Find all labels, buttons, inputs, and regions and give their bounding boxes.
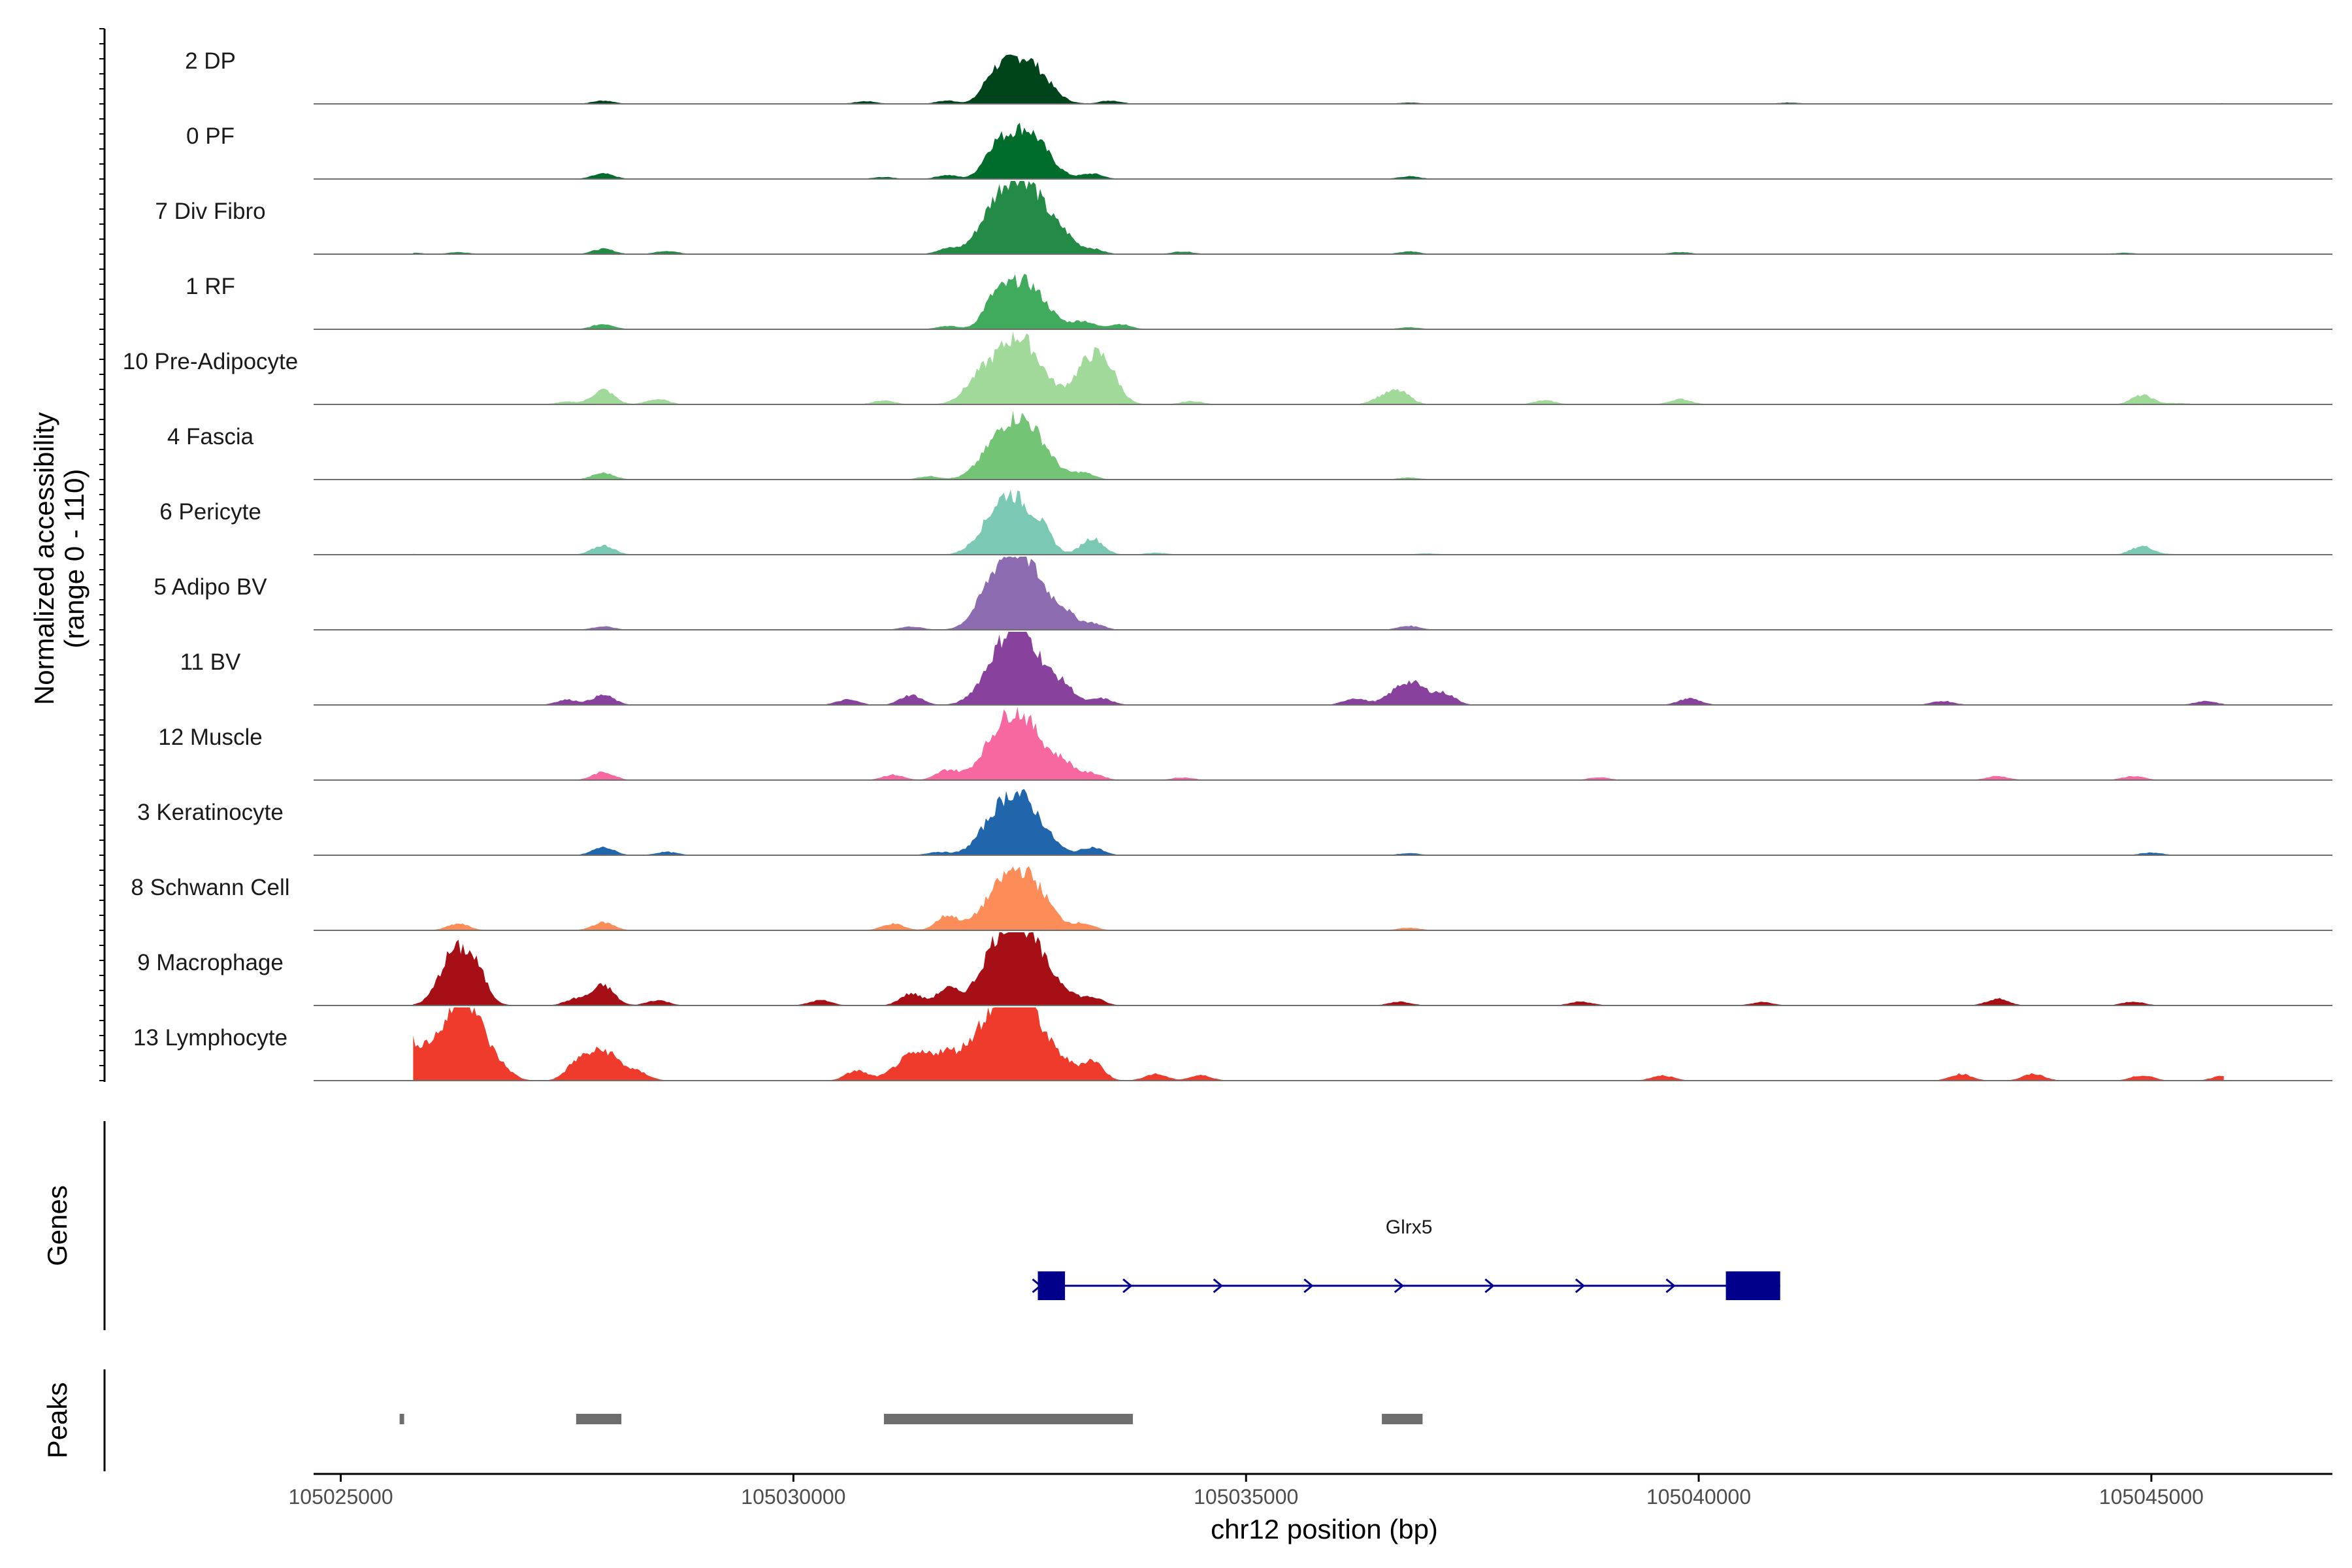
peaks-panel: Peaks (42, 1369, 1423, 1471)
coverage-area (413, 707, 2224, 780)
track-10-pre-adipocyte: 10 Pre-Adipocyte (123, 331, 2332, 405)
track-7-div-fibro: 7 Div Fibro (155, 181, 2332, 255)
track-label: 7 Div Fibro (155, 199, 265, 224)
track-label: 8 Schwann Cell (131, 875, 289, 900)
coverage-area (413, 410, 2224, 480)
y-axis-title-line1: Normalized accessibility (29, 412, 59, 705)
track-4-fascia: 4 Fascia (167, 410, 2332, 480)
coverage-area (413, 557, 2224, 630)
coverage-area (413, 1007, 2224, 1081)
coverage-area (413, 54, 2224, 104)
strand-arrow (1575, 1278, 1586, 1294)
coverage-tracks: 2 DP 0 PF 7 Div Fibro 1 RF 10 Pre-Adipocyte 4… (123, 48, 2332, 1081)
gene-glrx5: Glrx5 (1032, 1217, 1780, 1300)
exon (1037, 1271, 1066, 1300)
track-5-adipo-bv: 5 Adipo BV (154, 557, 2332, 630)
coverage-y-axis (99, 28, 106, 1082)
coverage-area (413, 122, 2224, 179)
strand-arrow (1394, 1278, 1405, 1294)
track-label: 13 Lymphocyte (133, 1025, 287, 1051)
track-1-rf: 1 RF (186, 274, 2332, 330)
x-tick-label: 105035000 (1194, 1485, 1298, 1509)
track-label: 2 DP (185, 48, 236, 74)
genes-panel: Genes Glrx5 (42, 1121, 1780, 1330)
peak-region (883, 1414, 1134, 1424)
coverage-area (413, 866, 2224, 930)
track-label: 10 Pre-Adipocyte (123, 349, 298, 374)
strand-arrow (1213, 1278, 1223, 1294)
track-label: 5 Adipo BV (154, 574, 267, 600)
peak-region (399, 1414, 404, 1424)
strand-arrow (1665, 1278, 1676, 1294)
track-11-bv: 11 BV (180, 632, 2332, 706)
x-axis: 105025000 105030000 105035000 105040000 1050… (288, 1473, 2332, 1509)
track-label: 1 RF (186, 274, 235, 299)
track-6-pericyte: 6 Pericyte (159, 489, 2332, 555)
coverage-area (413, 789, 2224, 855)
track-label: 11 BV (180, 649, 241, 675)
x-axis-title: chr12 position (bp) (1211, 1514, 1438, 1544)
peak-region (576, 1414, 622, 1424)
x-tick-label: 105030000 (741, 1485, 845, 1509)
exon (1725, 1271, 1780, 1300)
track-label: 12 Muscle (158, 725, 263, 750)
x-tick-label: 105040000 (1646, 1485, 1751, 1509)
coverage-area (413, 932, 2224, 1005)
x-tick-label: 105045000 (2099, 1485, 2204, 1509)
coverage-area (413, 632, 2224, 705)
coverage-area (413, 331, 2224, 404)
track-label: 6 Pericyte (159, 499, 261, 525)
coverage-area (413, 274, 2224, 329)
y-axis-title: Normalized accessibility (range 0 - 110) (29, 412, 90, 705)
peaks-panel-title: Peaks (42, 1382, 73, 1459)
track-13-lymphocyte: 13 Lymphocyte (133, 1007, 2332, 1081)
track-2-dp: 2 DP (185, 48, 2332, 105)
y-axis-title-line2: (range 0 - 110) (59, 469, 90, 649)
coverage-area (413, 489, 2224, 555)
gene-label: Glrx5 (1386, 1217, 1433, 1238)
strand-arrow (1122, 1278, 1133, 1294)
track-9-macrophage: 9 Macrophage (137, 932, 2332, 1006)
track-8-schwann-cell: 8 Schwann Cell (131, 866, 2332, 931)
track-label: 9 Macrophage (137, 950, 284, 975)
track-3-keratinocyte: 3 Keratinocyte (137, 789, 2332, 856)
peak-region (1382, 1414, 1423, 1424)
genes-panel-title: Genes (42, 1185, 73, 1266)
x-tick-label: 105025000 (288, 1485, 393, 1509)
track-0-pf: 0 PF (186, 122, 2332, 180)
track-label: 3 Keratinocyte (137, 800, 284, 825)
strand-arrow (1484, 1278, 1495, 1294)
track-label: 0 PF (186, 123, 235, 149)
track-12-muscle: 12 Muscle (158, 707, 2332, 781)
strand-arrow (1303, 1278, 1314, 1294)
coverage-area (413, 181, 2224, 254)
track-label: 4 Fascia (167, 424, 254, 449)
